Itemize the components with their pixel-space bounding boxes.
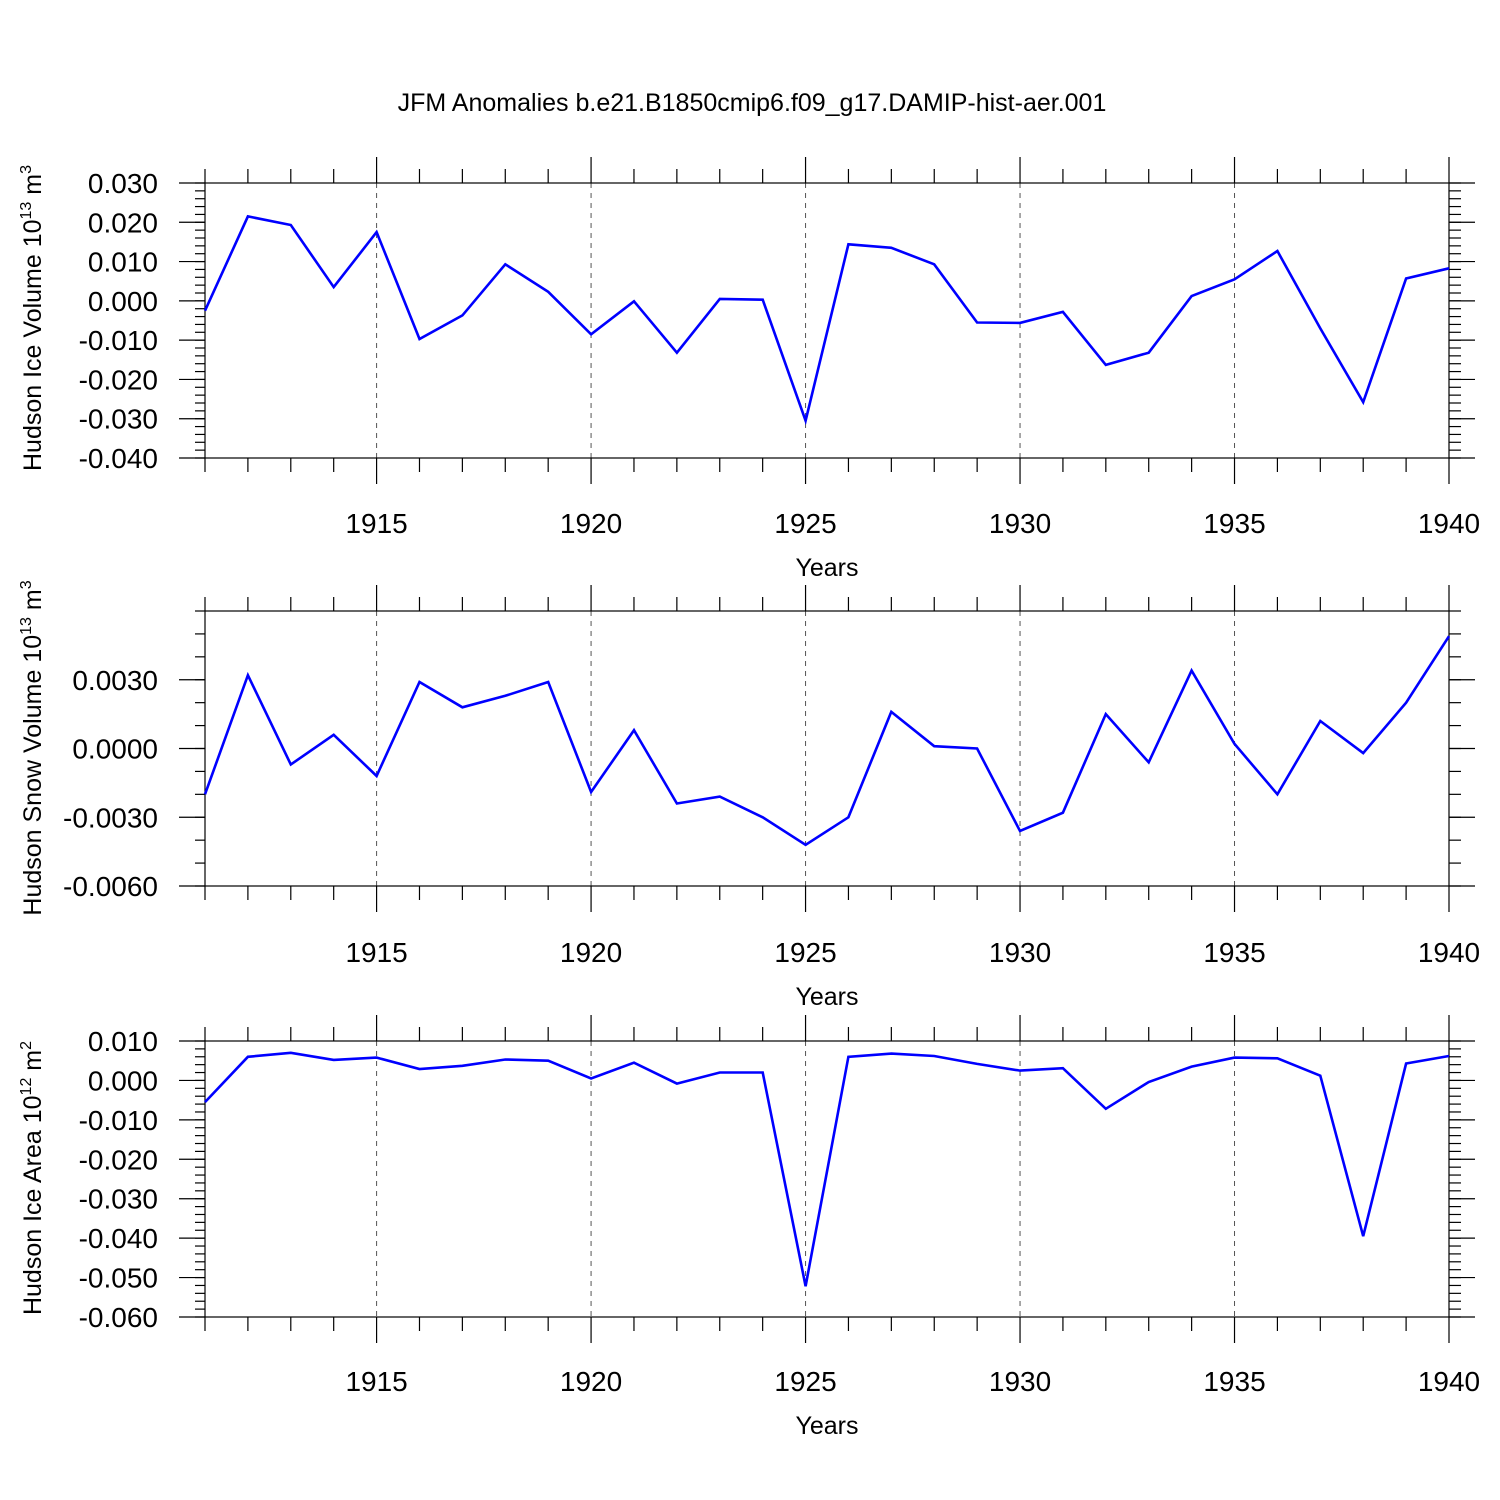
x-tick-label: 1925 bbox=[774, 1366, 836, 1397]
y-axis-title: Hudson Ice Volume 1013 m3 bbox=[18, 165, 47, 471]
y-tick-label: 0.020 bbox=[88, 207, 158, 238]
x-axis-title: Years bbox=[795, 983, 858, 1011]
y-tick-label: -0.010 bbox=[79, 325, 158, 356]
x-axis-title: Years bbox=[795, 554, 858, 582]
y-tick-label: 0.010 bbox=[88, 247, 158, 278]
x-tick-label: 1940 bbox=[1418, 508, 1480, 539]
y-axis-title: Hudson Ice Area 1012 m2 bbox=[18, 1041, 47, 1315]
y-tick-label: 0.030 bbox=[88, 168, 158, 199]
x-tick-label: 1940 bbox=[1418, 1366, 1480, 1397]
y-tick-label: -0.030 bbox=[79, 1184, 158, 1215]
x-tick-label: 1920 bbox=[560, 1366, 622, 1397]
y-tick-label: 0.010 bbox=[88, 1026, 158, 1057]
x-tick-label: 1935 bbox=[1203, 1366, 1265, 1397]
panel-hudson-ice-area: 0.010 0.000 -0.010 -0.020 -0.030 -0.040 -0.050… bbox=[18, 1015, 1480, 1440]
x-tick-label: 1930 bbox=[989, 508, 1051, 539]
y-tick-label: -0.040 bbox=[79, 1223, 158, 1254]
y-tick-label: 0.0000 bbox=[72, 734, 158, 765]
x-axis-title: Years bbox=[795, 1412, 858, 1440]
y-tick-label: -0.030 bbox=[79, 404, 158, 435]
series-line bbox=[203, 635, 1451, 847]
x-tick-label: 1915 bbox=[345, 1366, 407, 1397]
x-tick-label: 1930 bbox=[989, 1366, 1051, 1397]
y-tick-label: 0.000 bbox=[88, 1065, 158, 1096]
panel-hudson-ice-volume: 0.030 0.020 0.010 0.000 -0.010 -0.020 -0.030 -0… bbox=[18, 157, 1480, 582]
series-line bbox=[203, 214, 1450, 426]
series-line bbox=[204, 1051, 1450, 1287]
y-tick-label: -0.020 bbox=[79, 1144, 158, 1175]
x-tick-label: 1925 bbox=[774, 937, 836, 968]
x-tick-label: 1925 bbox=[774, 508, 836, 539]
x-tick-label: 1920 bbox=[560, 508, 622, 539]
plot-frame bbox=[204, 1040, 1450, 1318]
x-tick-label: 1935 bbox=[1203, 508, 1265, 539]
y-tick-label: 0.0030 bbox=[72, 665, 158, 696]
y-tick-label: -0.050 bbox=[79, 1263, 158, 1294]
x-tick-label: 1940 bbox=[1418, 937, 1480, 968]
y-axis-title: Hudson Snow Volume 1013 m3 bbox=[18, 580, 47, 915]
chart-title: JFM Anomalies b.e21.B1850cmip6.f09_g17.D… bbox=[398, 89, 1107, 117]
x-tick-label: 1930 bbox=[989, 937, 1051, 968]
y-tick-label: -0.0060 bbox=[63, 871, 158, 902]
y-tick-label: 0.000 bbox=[88, 286, 158, 317]
y-tick-label: -0.060 bbox=[79, 1302, 158, 1333]
x-tick-label: 1915 bbox=[345, 937, 407, 968]
x-tick-label: 1915 bbox=[345, 508, 407, 539]
y-tick-label: -0.0030 bbox=[63, 802, 158, 833]
plot-frame bbox=[204, 182, 1450, 459]
x-tick-label: 1920 bbox=[560, 937, 622, 968]
y-tick-label: -0.020 bbox=[79, 364, 158, 395]
y-tick-label: -0.010 bbox=[79, 1105, 158, 1136]
panel-hudson-snow-volume: 0.0030 0.0000 -0.0030 -0.0060 1915 1920 1925 19… bbox=[18, 580, 1480, 1011]
x-tick-label: 1935 bbox=[1203, 937, 1265, 968]
y-tick-label: -0.040 bbox=[79, 443, 158, 474]
